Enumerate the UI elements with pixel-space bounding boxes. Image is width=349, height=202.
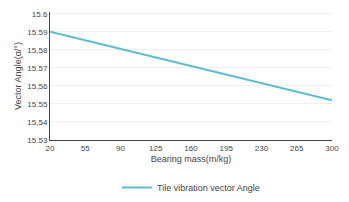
svg-text:230: 230	[255, 144, 269, 153]
svg-text:15.58: 15.58	[27, 46, 48, 55]
svg-text:15.55: 15.55	[27, 100, 48, 109]
svg-text:15.56: 15.56	[27, 82, 48, 91]
svg-text:90: 90	[116, 144, 125, 153]
svg-text:Tile vibration vector Angle: Tile vibration vector Angle	[157, 183, 260, 193]
svg-text:125: 125	[149, 144, 163, 153]
svg-text:265: 265	[290, 144, 304, 153]
svg-text:20: 20	[46, 144, 55, 153]
svg-text:195: 195	[220, 144, 234, 153]
svg-text:15.53: 15.53	[27, 136, 48, 145]
svg-text:15.54: 15.54	[27, 118, 48, 127]
svg-text:15.6: 15.6	[32, 10, 48, 19]
svg-text:15.57: 15.57	[27, 64, 48, 73]
svg-text:15.59: 15.59	[27, 28, 48, 37]
svg-text:Bearing mass(m/kg): Bearing mass(m/kg)	[151, 154, 232, 164]
svg-text:Vector Angle(α/°): Vector Angle(α/°)	[13, 42, 23, 110]
svg-text:300: 300	[325, 144, 339, 153]
svg-text:160: 160	[184, 144, 198, 153]
svg-text:55: 55	[81, 144, 90, 153]
